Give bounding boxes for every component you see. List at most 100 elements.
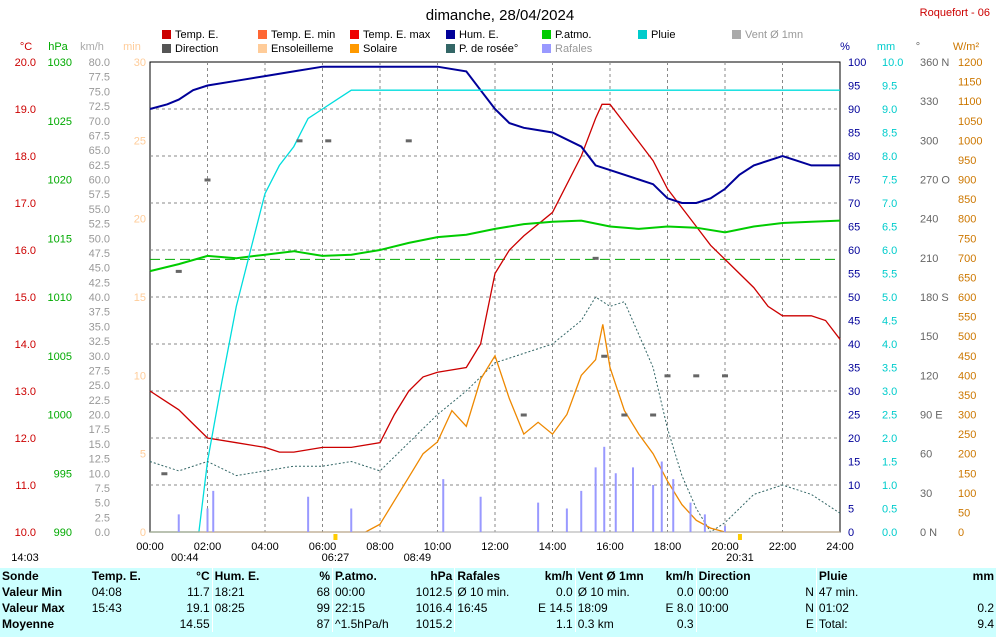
tick-label-humidity: 100	[848, 57, 866, 69]
tick-label-rain: 5.5	[882, 269, 897, 281]
tick-label-pressure: 1005	[48, 351, 72, 363]
tick-label-wind: 2.5	[95, 512, 110, 524]
tick-label-wind: 62.5	[89, 160, 110, 172]
tick-label-rain: 4.0	[882, 339, 897, 351]
tick-label-rain: 7.5	[882, 175, 897, 187]
stats-cell-value: 0.0	[676, 585, 694, 599]
stats-row: Moyenne 14.55 87 ^1.5hPa/h 1015.2 1.1 0.3 km 0.…	[0, 616, 996, 632]
tick-label-direction: 30	[920, 488, 932, 500]
stats-header-unit: %	[319, 569, 330, 583]
stats-cell-value: 1.1	[556, 617, 573, 631]
gust-bar	[479, 496, 482, 532]
direction-mark	[601, 354, 608, 358]
grid-lines	[150, 62, 840, 532]
tick-label-wind: 30.0	[89, 351, 110, 363]
tick-label-humidity: 5	[848, 504, 854, 516]
legend-label: Direction	[175, 43, 218, 55]
stats-cell-time: 01:02	[815, 600, 907, 616]
direction-mark	[650, 413, 657, 417]
tick-label-sunshine: 0	[140, 527, 146, 539]
stats-header-unit: hPa	[430, 569, 453, 583]
tick-label-pressure: 1025	[48, 116, 72, 128]
stats-cell-value: 14.55	[179, 617, 210, 631]
tick-label-solar: 50	[958, 507, 970, 519]
tick-label-wind: 0.0	[95, 527, 110, 539]
tick-label-solar: 900	[958, 175, 976, 187]
stats-cell-value: 9.4	[977, 617, 994, 631]
x-tick-label: 24:00	[826, 541, 854, 553]
tick-label-rain: 3.0	[882, 386, 897, 398]
legend-swatch	[258, 44, 267, 53]
tick-label-sunshine: 5	[140, 449, 146, 461]
tick-label-wind: 17.5	[89, 424, 110, 436]
tick-label-solar: 850	[958, 194, 976, 206]
tick-label-direction: 300	[920, 135, 938, 147]
stats-header-sonde: Sonde	[2, 569, 39, 583]
tick-label-pressure: 1015	[48, 233, 72, 245]
gust-bar	[537, 502, 540, 532]
stats-cell-time: ^1.5hPa/h	[331, 616, 406, 632]
tick-label-humidity: 20	[848, 433, 860, 445]
stats-header-unit	[767, 568, 816, 584]
tick-label-humidity: 80	[848, 151, 860, 163]
tick-label-rain: 10.0	[882, 57, 903, 69]
tick-label-humidity: 70	[848, 198, 860, 210]
legend-swatch	[446, 44, 455, 53]
tick-label-wind: 10.0	[89, 468, 110, 480]
stats-header-label: Hum. E.	[211, 568, 274, 584]
tick-label-solar: 400	[958, 370, 976, 382]
tick-label-rain: 7.0	[882, 198, 897, 210]
stats-cell-value: E 8.0	[665, 601, 694, 615]
tick-label-humidity: 45	[848, 316, 860, 328]
tick-label-direction: 90 E	[920, 410, 943, 422]
tick-label-humidity: 10	[848, 480, 860, 492]
legend-label: Pluie	[651, 29, 675, 41]
legend-swatch	[542, 44, 551, 53]
legend-swatch	[638, 30, 647, 39]
tick-label-solar: 650	[958, 272, 976, 284]
axis-unit-direction: °	[916, 41, 920, 53]
stats-cell-value: 68	[316, 585, 330, 599]
tick-label-direction: 210	[920, 253, 938, 265]
gust-bar	[632, 467, 634, 532]
tick-label-wind: 27.5	[89, 365, 110, 377]
time-marker-start: 14:03	[11, 552, 39, 564]
tick-label-solar: 600	[958, 292, 976, 304]
tick-label-wind: 42.5	[89, 277, 110, 289]
tick-label-wind: 40.0	[89, 292, 110, 304]
stats-cell-time: Ø 10 min.	[454, 584, 527, 600]
stats-row-label: Valeur Max	[2, 601, 65, 615]
tick-label-humidity: 0	[848, 527, 854, 539]
legend-swatch	[162, 44, 171, 53]
axis-unit-pressure: hPa	[48, 41, 68, 53]
tick-label-temp: 14.0	[15, 339, 36, 351]
gust-bar	[724, 526, 726, 532]
gust-bar	[603, 446, 606, 532]
tick-label-rain: 6.0	[882, 245, 897, 257]
tick-label-wind: 65.0	[89, 145, 110, 157]
stats-header-label: Temp. E.	[91, 569, 141, 583]
stats-cell-value: 1016.4	[415, 601, 453, 615]
stats-cell-time: 18:21	[211, 584, 274, 600]
series-line-pluie	[150, 89, 840, 533]
direction-mark	[296, 139, 303, 143]
stats-cell-value: 1015.2	[415, 617, 453, 631]
x-tick-label: 04:00	[251, 541, 279, 553]
x-tick-label: 08:00	[366, 541, 394, 553]
stats-cell-time: 10:00	[695, 600, 768, 616]
direction-mark	[204, 178, 211, 182]
tick-label-wind: 15.0	[89, 439, 110, 451]
tick-label-humidity: 75	[848, 175, 860, 187]
direction-mark	[664, 374, 671, 378]
legend-label: Ensoleilleme	[271, 43, 333, 55]
tick-label-rain: 2.5	[882, 410, 897, 422]
tick-label-humidity: 85	[848, 128, 860, 140]
tick-label-humidity: 60	[848, 245, 860, 257]
stats-header-unit: mm	[972, 569, 994, 583]
time-marker-moon_rise: 00:44	[171, 552, 199, 564]
stats-cell-value: E 14.5	[538, 601, 573, 615]
tick-label-wind: 37.5	[89, 307, 110, 319]
axis-unit-temp: °C	[20, 41, 32, 53]
tick-label-wind: 77.5	[89, 72, 110, 84]
direction-mark	[722, 374, 728, 378]
